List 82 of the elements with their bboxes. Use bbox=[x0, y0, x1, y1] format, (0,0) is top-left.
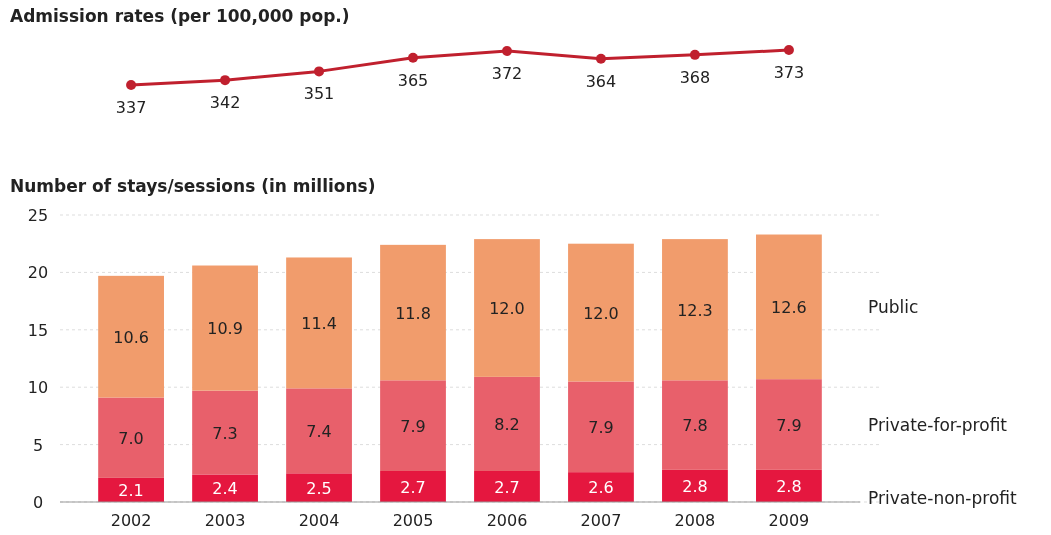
y-tick-label: 20 bbox=[27, 263, 49, 283]
bar bbox=[568, 472, 634, 502]
x-tick-label: 2006 bbox=[486, 511, 528, 530]
data-label: 2.7 bbox=[494, 477, 520, 497]
x-tick-label: 2004 bbox=[298, 511, 340, 530]
point bbox=[220, 75, 231, 86]
x-tick-label: 2008 bbox=[674, 511, 716, 530]
data-label: 364 bbox=[585, 71, 617, 91]
data-label: 337 bbox=[115, 98, 147, 117]
y-tick-label: 25 bbox=[27, 206, 49, 225]
x-tick-label: 2002 bbox=[110, 511, 152, 530]
data-label: 12.0 bbox=[489, 298, 525, 318]
bar bbox=[286, 473, 352, 502]
data-label: 368 bbox=[679, 67, 711, 87]
x-tick-label: 2009 bbox=[768, 511, 810, 530]
bar bbox=[286, 388, 352, 474]
data-label: 10.6 bbox=[113, 327, 149, 347]
data-label: 12.0 bbox=[583, 303, 619, 323]
y-tick-label: 10 bbox=[27, 378, 49, 398]
data-label: 7.8 bbox=[682, 416, 708, 436]
data-label: 342 bbox=[209, 93, 241, 113]
data-label: 2.6 bbox=[588, 478, 614, 498]
data-label: 373 bbox=[773, 63, 805, 82]
chart-title: Admission rates (per 100,000 pop.) bbox=[10, 6, 350, 26]
bar bbox=[662, 469, 728, 502]
data-label: 2.5 bbox=[306, 478, 332, 498]
bar bbox=[380, 380, 446, 471]
bar bbox=[756, 379, 822, 470]
point bbox=[314, 66, 325, 77]
bar bbox=[192, 390, 258, 475]
data-label: 8.2 bbox=[494, 414, 520, 434]
data-label: 2.8 bbox=[776, 476, 802, 496]
x-tick-label: 2007 bbox=[580, 511, 622, 530]
bar bbox=[756, 469, 822, 502]
bar bbox=[474, 376, 540, 471]
bar bbox=[192, 474, 258, 502]
text: Public bbox=[868, 296, 919, 317]
data-label: 11.8 bbox=[395, 303, 431, 323]
bar bbox=[662, 239, 728, 381]
data-label: 7.4 bbox=[306, 421, 332, 441]
data-label: 365 bbox=[397, 70, 429, 90]
bar bbox=[662, 380, 728, 470]
data-label: 7.9 bbox=[776, 415, 802, 435]
point bbox=[126, 80, 137, 90]
bar bbox=[98, 275, 164, 398]
point bbox=[783, 45, 794, 55]
bar bbox=[756, 234, 822, 380]
data-label: 12.6 bbox=[771, 297, 807, 317]
data-label: 11.4 bbox=[301, 313, 337, 333]
bar bbox=[474, 239, 540, 377]
data-label: 2.8 bbox=[682, 476, 708, 496]
point bbox=[501, 45, 512, 56]
point bbox=[689, 49, 700, 60]
data-label: 372 bbox=[491, 63, 523, 83]
data-label: 7.9 bbox=[400, 416, 426, 436]
text: Private-for-profit bbox=[868, 414, 1008, 435]
data-label: 10.9 bbox=[207, 319, 243, 339]
y-tick-label: 5 bbox=[32, 435, 44, 455]
y-tick-label: 15 bbox=[27, 320, 49, 340]
data-label: 7.0 bbox=[118, 428, 144, 448]
data-label: 2.7 bbox=[400, 477, 426, 497]
data-label: 2.1 bbox=[118, 480, 144, 500]
point bbox=[595, 53, 606, 64]
bar bbox=[192, 265, 258, 391]
data-label: 2.4 bbox=[212, 479, 238, 499]
bar bbox=[568, 243, 634, 382]
bar bbox=[380, 471, 446, 502]
x-tick-label: 2003 bbox=[204, 511, 246, 530]
bar bbox=[286, 257, 352, 389]
bar bbox=[380, 244, 446, 381]
data-label: 12.3 bbox=[677, 300, 713, 320]
data-label: 351 bbox=[303, 84, 335, 104]
y-tick-label: 0 bbox=[32, 493, 44, 512]
data-label: 7.9 bbox=[588, 417, 614, 437]
data-label: 7.3 bbox=[212, 423, 238, 443]
chart-title: Number of stays/sessions (in millions) bbox=[10, 176, 376, 196]
bar bbox=[568, 381, 634, 473]
text: Private-non-profit bbox=[868, 487, 1017, 508]
x-tick-label: 2005 bbox=[392, 511, 434, 530]
bar bbox=[474, 471, 540, 502]
point bbox=[408, 52, 419, 63]
bar bbox=[98, 397, 164, 478]
